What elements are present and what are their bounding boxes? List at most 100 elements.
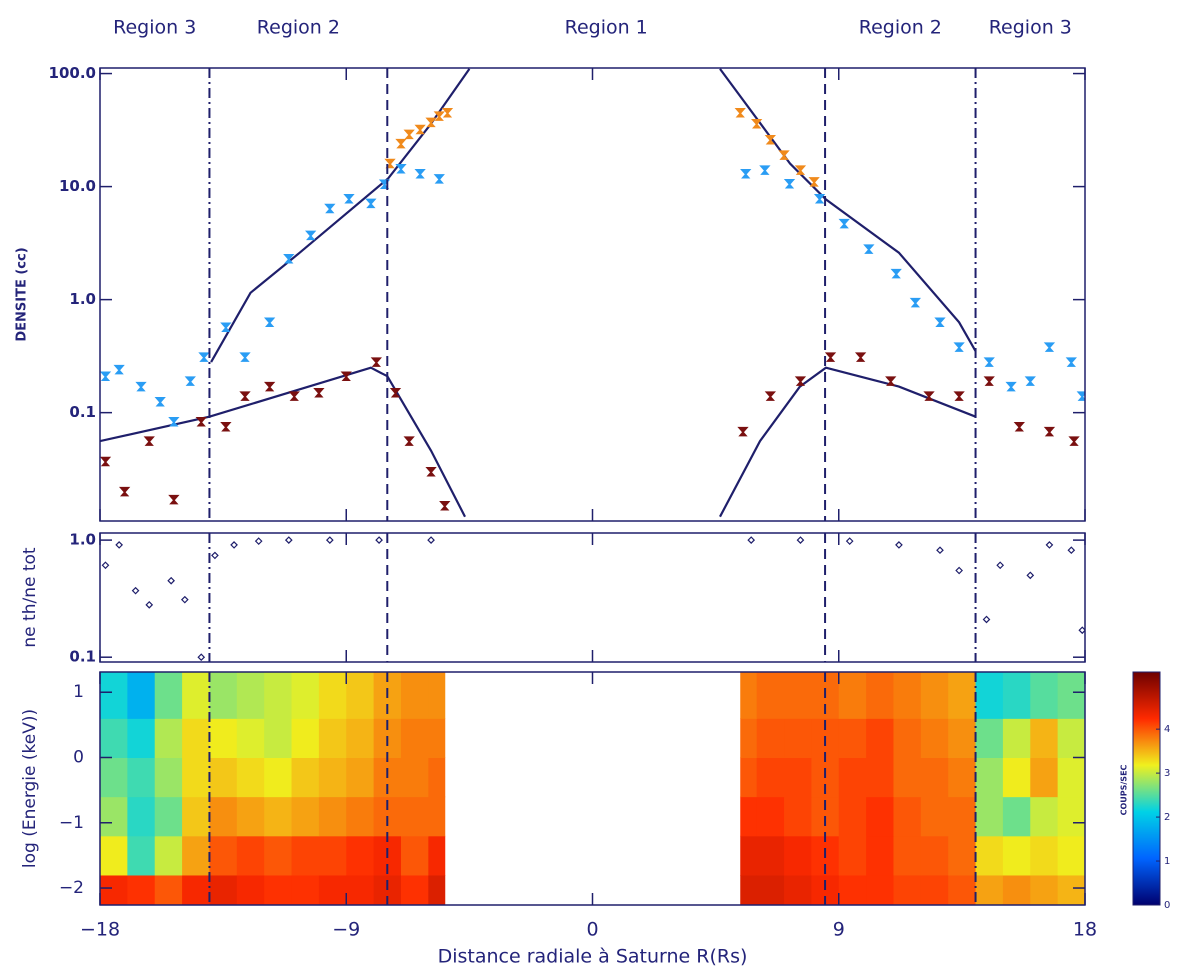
x-tick-label: 18 xyxy=(1073,919,1097,941)
heatmap-cell xyxy=(756,796,785,837)
y-tick-label: 1.0 xyxy=(69,531,96,549)
x-tick-label: 0 xyxy=(586,919,598,941)
heatmap-cell xyxy=(182,796,210,837)
y-tick-label: 10.0 xyxy=(59,177,96,195)
data-point xyxy=(1068,436,1080,446)
heatmap-cell xyxy=(154,672,183,719)
heatmap-cell xyxy=(920,796,949,837)
heatmap-cell xyxy=(893,796,922,837)
heatmap-cell xyxy=(784,874,812,906)
colorbar xyxy=(1132,671,1161,906)
data-point xyxy=(934,317,946,328)
data-point xyxy=(325,536,334,544)
heatmap-cell xyxy=(154,757,183,798)
heatmap-cell xyxy=(100,796,128,837)
data-point xyxy=(197,653,206,662)
data-point xyxy=(759,165,771,175)
heatmap-cell xyxy=(1030,874,1059,906)
data-point xyxy=(283,253,295,264)
heatmap-cell xyxy=(1030,672,1059,719)
data-point xyxy=(254,537,263,545)
heatmap-cell xyxy=(182,757,210,798)
heatmap-cell xyxy=(1030,757,1059,798)
heatmap-cell xyxy=(740,718,758,758)
data-point xyxy=(211,551,219,560)
data-point xyxy=(168,494,180,505)
heatmap-cell xyxy=(740,874,758,906)
heatmap-cell xyxy=(1002,874,1031,906)
colorbar-tick-label: 4 xyxy=(1164,724,1170,735)
heatmap-cell xyxy=(948,672,977,719)
panel-frame xyxy=(99,67,1086,522)
panel-frame xyxy=(99,532,1086,663)
heatmap-cell xyxy=(948,835,977,876)
colorbar-label: COUPS/SEC xyxy=(1120,764,1129,815)
colorbar-tick-label: 2 xyxy=(1164,812,1170,823)
data-point xyxy=(982,615,991,624)
data-point xyxy=(983,376,995,386)
heatmap-cell xyxy=(756,835,785,876)
data-point xyxy=(1024,376,1036,386)
heatmap-cell xyxy=(920,718,949,758)
data-point xyxy=(764,134,776,145)
data-point xyxy=(239,352,251,362)
heatmap-cell xyxy=(866,672,894,719)
data-point xyxy=(1043,342,1056,352)
data-point xyxy=(288,391,300,401)
data-point xyxy=(198,352,210,362)
data-point xyxy=(808,177,820,187)
heatmap-cell xyxy=(264,796,293,837)
data-point xyxy=(230,541,238,549)
heatmap-cell xyxy=(838,672,867,719)
heatmap-cell xyxy=(1030,835,1059,876)
data-point xyxy=(751,118,763,129)
heatmap-cell xyxy=(1002,796,1031,837)
data-point xyxy=(324,203,336,214)
data-point xyxy=(425,117,437,128)
heatmap-cell xyxy=(100,835,128,876)
data-point xyxy=(747,536,756,544)
data-point xyxy=(983,357,995,367)
heatmap-cell xyxy=(893,718,922,758)
heatmap-cell xyxy=(428,757,446,798)
heatmap-cell xyxy=(948,718,977,758)
heatmap-cell xyxy=(236,757,265,798)
data-point xyxy=(167,576,175,585)
data-point xyxy=(340,371,352,381)
data-point xyxy=(313,387,325,398)
data-point xyxy=(996,561,1005,570)
heatmap-cell xyxy=(838,874,867,906)
heatmap-cell xyxy=(291,874,320,906)
heatmap-cell xyxy=(291,672,320,719)
data-point xyxy=(794,165,807,175)
data-point xyxy=(1045,541,1054,549)
heatmap-cell xyxy=(893,757,922,798)
heatmap-cell xyxy=(740,672,758,719)
heatmap-cell xyxy=(428,835,446,876)
data-point xyxy=(890,268,902,279)
data-point xyxy=(135,381,147,392)
data-point xyxy=(845,537,854,545)
heatmap-cell xyxy=(209,835,238,876)
data-point xyxy=(794,376,807,386)
heatmap-cell xyxy=(318,796,347,837)
heatmap-cell xyxy=(920,835,949,876)
data-point xyxy=(955,566,963,575)
heatmap-cell xyxy=(756,718,785,758)
data-point xyxy=(115,541,124,549)
data-point xyxy=(895,541,903,549)
y-tick-label: 0.1 xyxy=(69,648,96,666)
heatmap-cell xyxy=(127,757,156,798)
heatmap-cell xyxy=(264,718,293,758)
data-point xyxy=(425,467,437,477)
x-tick-label: −18 xyxy=(80,919,120,941)
data-point xyxy=(1076,391,1085,401)
data-point xyxy=(439,501,451,511)
heatmap-cell xyxy=(100,718,128,758)
heatmap-cell xyxy=(182,672,210,719)
heatmap-cell xyxy=(838,718,867,758)
data-point xyxy=(365,198,377,209)
data-point xyxy=(239,391,251,401)
heatmap-cell xyxy=(291,757,320,798)
data-point xyxy=(734,108,746,118)
